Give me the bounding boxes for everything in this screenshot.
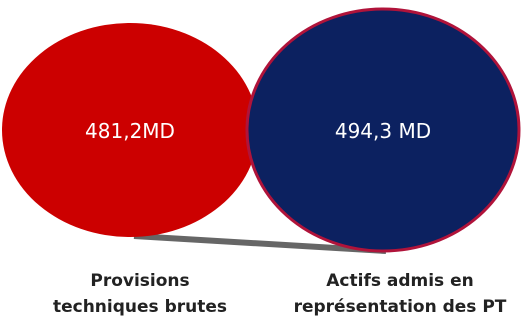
provisions-circle (2, 23, 258, 237)
actifs-caption: Actifs admis en représentation des PT (290, 268, 510, 320)
actifs-circle (245, 7, 521, 253)
provisions-caption: Provisions techniques brutes (42, 268, 238, 320)
actifs-caption-line1: Actifs admis en (326, 271, 474, 291)
actifs-caption-line2: représentation des PT (293, 297, 507, 317)
connector-line (133, 233, 387, 254)
provisions-caption-line1: Provisions (90, 271, 190, 291)
provisions-value: 481,2MD (85, 119, 175, 143)
provisions-caption-line2: techniques brutes (52, 297, 228, 317)
actifs-value: 494,3 MD (335, 119, 431, 143)
